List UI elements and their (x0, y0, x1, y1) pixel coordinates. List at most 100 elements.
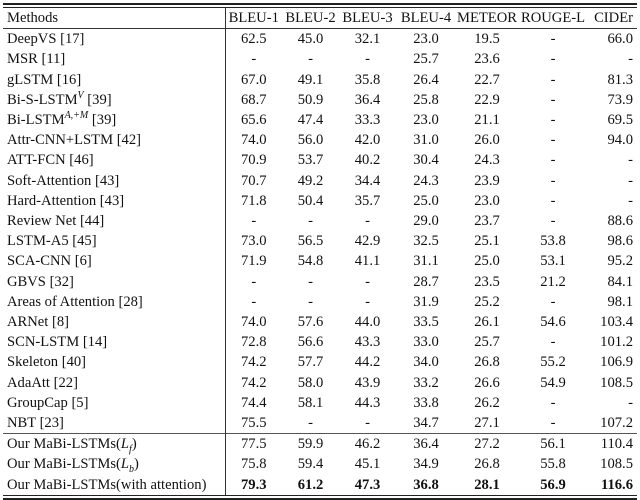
method-name: Bi-LSTM (7, 112, 65, 129)
method-cell: GBVS [32] (3, 271, 226, 292)
value-cell: 33.0 (413, 334, 439, 351)
value-cell: - (365, 293, 370, 310)
value-cell: 31.9 (413, 293, 439, 310)
value-cell: - (628, 394, 633, 411)
value-cell: - (550, 152, 556, 169)
method-tail: ) (134, 456, 139, 473)
value-cell: 24.3 (474, 152, 500, 169)
method-name: AdaAtt [22] (7, 374, 78, 391)
method-name: Attr-CNN+LSTM [42] (7, 132, 142, 149)
method-cell: Soft-Attention [43] (3, 170, 226, 191)
method-tail: ) (131, 436, 137, 453)
method-cell: Our MaBi-LSTMs(Lb) (3, 454, 226, 475)
value-cell: 36.4 (354, 91, 381, 108)
method-cell: Bi-LSTMA,+M [39] (3, 110, 226, 131)
value-cell: 98.6 (607, 233, 633, 250)
value-cell: 71.9 (240, 253, 267, 270)
value-cell: 47.4 (297, 112, 324, 129)
value-cell: - (365, 213, 370, 230)
table-row: Bi-LSTMA,+M [39] 65.6 47.4 33.3 23.0 21.1 - 69.… (3, 110, 637, 131)
value-cell: - (251, 213, 257, 230)
value-cell: 46.2 (339, 433, 396, 455)
method-cell: LSTM-A5 [45] (3, 231, 226, 252)
value-cell: - (308, 213, 313, 230)
value-cell: 34.4 (354, 172, 381, 189)
value-cell: 71.8 (240, 192, 267, 209)
value-cell: 23.6 (474, 51, 500, 68)
value-cell: 53.1 (540, 253, 566, 270)
table-row: AdaAtt [22] 74.2 58.0 43.9 33.2 26.6 54.9 108.5 (3, 372, 637, 393)
value-cell: 26.0 (474, 132, 500, 149)
value-cell: 54.8 (297, 253, 324, 270)
value-cell: 74.2 (240, 354, 267, 371)
value-cell: - (550, 51, 556, 68)
table-row: LSTM-A5 [45] 73.0 56.5 42.9 32.5 25.1 53.8 98.6 (3, 231, 637, 252)
value-cell: 30.4 (413, 152, 439, 169)
value-cell: 54.6 (540, 314, 566, 331)
value-cell: 98.1 (607, 293, 633, 310)
value-cell: 23.7 (474, 213, 500, 230)
value-cell: 108.5 (600, 374, 633, 391)
header-bleu1: BLEU-1 (225, 8, 282, 30)
value-cell: 28.7 (413, 273, 439, 290)
value-cell: - (550, 112, 556, 129)
value-cell: - (251, 293, 257, 310)
value-cell: - (550, 394, 556, 411)
value-cell: 31.0 (413, 132, 439, 149)
value-cell: - (251, 51, 257, 68)
table-row: NBT [23] 75.5 - - 34.7 27.1 - 107.2 (3, 413, 637, 434)
value-cell: 50.9 (297, 91, 324, 108)
header-bleu2: BLEU-2 (282, 8, 339, 30)
value-cell: 32.5 (413, 233, 439, 250)
value-cell: 33.8 (413, 394, 439, 411)
value-cell: 88.6 (607, 213, 633, 230)
table-row: ARNet [8] 74.0 57.6 44.0 33.5 26.1 54.6 103.4 (3, 312, 637, 333)
method-name: gLSTM [16] (7, 71, 82, 88)
math-symbol: L (120, 436, 130, 453)
value-cell: 56.9 (540, 476, 566, 493)
value-cell: - (550, 334, 556, 351)
value-cell: - (550, 172, 556, 189)
value-cell: 36.4 (396, 433, 456, 455)
value-cell: 34.0 (413, 354, 439, 371)
method-name: LSTM-A5 [45] (7, 233, 97, 250)
table-row: Skeleton [40] 74.2 57.7 44.2 34.0 26.8 55.2 106… (3, 352, 637, 373)
value-cell: - (628, 192, 633, 209)
value-cell: 74.0 (240, 132, 267, 149)
value-cell: 69.5 (607, 112, 633, 129)
method-name: Soft-Attention [43] (7, 172, 120, 189)
table-row: Hard-Attention [43] 71.8 50.4 35.7 25.0 23.0 -… (3, 190, 637, 212)
value-cell: - (550, 31, 556, 48)
value-cell: 45.0 (297, 31, 324, 48)
value-cell: 34.9 (413, 456, 439, 473)
value-cell: 22.7 (474, 71, 500, 88)
value-cell: 26.8 (474, 354, 500, 371)
value-cell: - (308, 415, 313, 432)
value-cell: - (365, 273, 370, 290)
method-name: Hard-Attention [43] (7, 192, 125, 209)
value-cell: 26.6 (474, 374, 500, 391)
method-cell: Attr-CNN+LSTM [42] (3, 130, 226, 151)
value-cell: 35.8 (354, 71, 381, 88)
method-superscript: V (77, 89, 84, 101)
value-cell: 42.9 (354, 233, 381, 250)
value-cell: - (308, 51, 313, 68)
value-cell: 55.2 (540, 354, 566, 371)
value-cell: 56.6 (297, 334, 324, 351)
value-cell: 57.6 (297, 314, 324, 331)
value-cell: 103.4 (600, 314, 633, 331)
table-row: SCA-CNN [6] 71.9 54.8 41.1 31.1 25.0 53.1 95.2 (3, 251, 637, 272)
value-cell: 56.5 (297, 233, 324, 250)
value-cell: 19.5 (474, 31, 500, 48)
table-row: Bi-S-LSTMV [39] 68.7 50.9 36.4 25.8 22.9 - 73.9 (3, 89, 637, 111)
method-name: Bi-S-LSTM (7, 91, 78, 108)
value-cell: 79.3 (240, 476, 267, 493)
value-cell: 26.4 (413, 71, 439, 88)
results-table: Methods BLEU-1 BLEU-2 BLEU-3 BLEU-4 METE… (3, 8, 637, 495)
value-cell: 40.2 (354, 152, 381, 169)
method-name: MSR [11] (7, 51, 66, 68)
header-bleu3: BLEU-3 (339, 8, 396, 30)
value-cell: 49.1 (297, 71, 324, 88)
method-cell: SCA-CNN [6] (3, 251, 226, 272)
method-name: GBVS [32] (7, 273, 74, 290)
